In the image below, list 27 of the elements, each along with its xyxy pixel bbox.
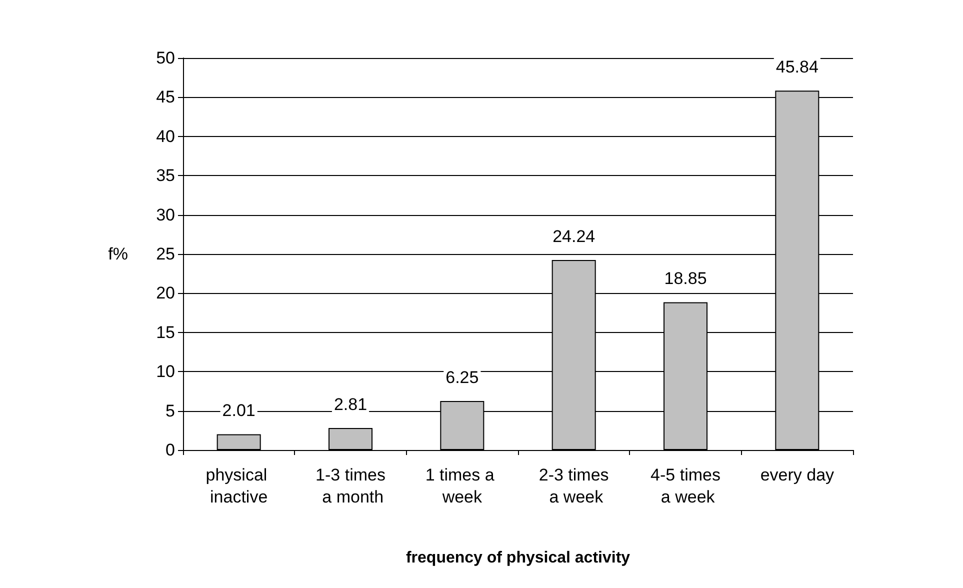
data-label: 6.25 xyxy=(446,368,479,387)
y-tick-label: 30 xyxy=(156,205,175,224)
x-tick-label: 2-3 times a week xyxy=(538,466,609,506)
y-tick-label: 5 xyxy=(166,401,175,420)
y-tick-label: 40 xyxy=(156,126,175,146)
data-label: 45.84 xyxy=(776,58,818,77)
y-tick-label: 50 xyxy=(156,48,175,68)
x-tick-label: physical inactive xyxy=(206,466,272,506)
x-tick-label: 1-3 times a month xyxy=(316,466,386,506)
y-tick-label: 25 xyxy=(156,244,175,264)
x-tick-label: every day xyxy=(760,466,835,484)
y-tick-label: 20 xyxy=(156,284,175,303)
data-label: 2.01 xyxy=(222,401,256,420)
y-tick-label: 35 xyxy=(156,166,175,186)
y-tick-label: 15 xyxy=(156,322,175,342)
data-label: 18.85 xyxy=(664,269,707,288)
bar xyxy=(216,434,261,450)
x-tick-label: 4-5 times a week xyxy=(650,466,720,506)
y-tick-label: 10 xyxy=(156,362,175,382)
data-label: 24.24 xyxy=(552,226,596,246)
x-axis-title: frequency of physical activity xyxy=(406,550,630,566)
data-label: 2.81 xyxy=(334,394,368,414)
bar xyxy=(328,428,372,450)
y-axis-title: f% xyxy=(108,244,128,264)
x-tick-label: 1 times a week xyxy=(425,466,500,506)
y-tick-label: 45 xyxy=(156,88,175,107)
y-tick-label: 0 xyxy=(166,440,175,460)
